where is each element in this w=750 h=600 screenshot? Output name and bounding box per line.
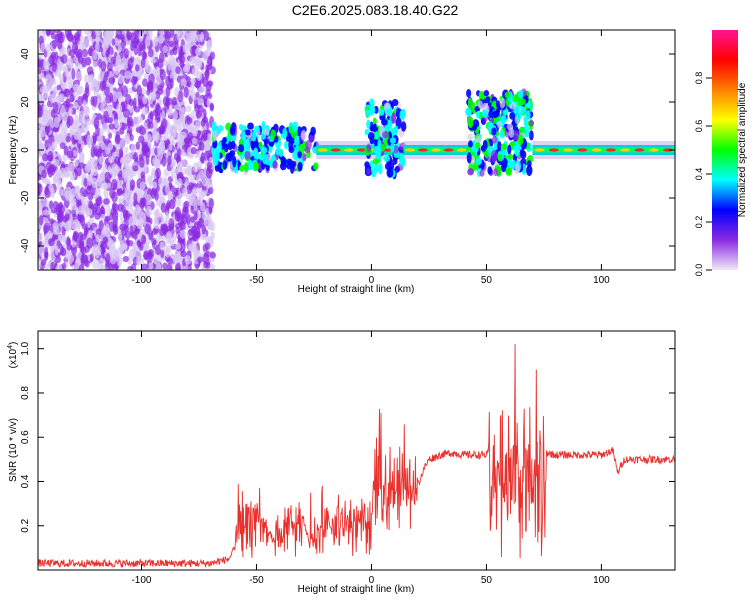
spectrogram-region (465, 88, 535, 177)
chart-title: C2E6.2025.083.18.40.G22 (291, 2, 459, 18)
y-tick-label: 40 (20, 48, 31, 60)
colorbar-tick-label: 0.0 (694, 264, 704, 277)
colorbar-ticks: 0.0 0.2 0.4 0.6 0.8 (694, 72, 712, 277)
x-tick-label: -100 (131, 275, 151, 286)
snr-y-scale-exp: 4 (7, 345, 14, 349)
x-tick-label: 50 (481, 575, 493, 586)
y-tick-label: 1.0 (20, 341, 31, 355)
x-tick-label: 100 (593, 275, 610, 286)
colorbar-tick-label: 0.6 (694, 120, 704, 133)
colorbar-gradient (712, 30, 738, 270)
snr-panel: -100 -50 0 50 100 0.2 0.4 0.6 0.8 1.0 Height of … (7, 330, 676, 595)
x-tick-label: -100 (131, 575, 151, 586)
snr-y-scale: (x104) (7, 342, 19, 369)
spectrogram-region (38, 30, 216, 270)
snr-y-label: SNR (10 * v/v) (8, 418, 19, 482)
svg-text:(x104): (x104) (7, 342, 19, 369)
colorbar-label: Normalized spectral amplitude (737, 82, 748, 217)
spectrogram-regions (38, 30, 675, 270)
colorbar-tick-label: 0.2 (694, 216, 704, 229)
snr-y-ticks: 0.2 0.4 0.6 0.8 1.0 (20, 341, 675, 533)
x-tick-label: -50 (249, 275, 264, 286)
colorbar-tick-label: 0.8 (694, 72, 704, 85)
y-tick-label: 0 (20, 147, 31, 153)
y-tick-label: 0.2 (20, 518, 31, 532)
y-tick-label: 20 (20, 96, 31, 108)
snr-y-scale-prefix: (x10 (8, 348, 19, 368)
y-tick-label: 0.6 (20, 430, 31, 444)
y-tick-label: -40 (20, 238, 31, 253)
snr-x-label: Height of straight line (km) (298, 584, 415, 595)
x-tick-label: 50 (481, 275, 493, 286)
snr-x-ticks: -100 -50 0 50 100 (131, 331, 610, 586)
snr-series-line (38, 344, 675, 568)
x-tick-label: 0 (369, 575, 375, 586)
spectrogram-y-ticks: -40 -20 0 20 40 (20, 48, 675, 253)
spectrogram-region (364, 98, 407, 180)
y-tick-label: 0.8 (20, 386, 31, 400)
spectrogram-panel: -100 -50 0 50 100 -40 -20 0 20 40 Height of stra… (8, 29, 676, 295)
y-tick-label: 0.4 (20, 474, 31, 488)
snr-frame (37, 330, 676, 571)
spectrogram-y-label: Frequency (Hz) (8, 116, 19, 185)
spectrogram-x-label: Height of straight line (km) (298, 284, 415, 295)
snr-y-scale-close: ) (8, 342, 19, 345)
spectrogram-region (532, 141, 675, 159)
spectrogram-region (403, 141, 469, 159)
y-tick-label: -20 (20, 190, 31, 205)
x-tick-label: 0 (369, 275, 375, 286)
snr-series (38, 344, 675, 568)
x-tick-label: -50 (249, 575, 264, 586)
colorbar-tick-label: 0.4 (694, 168, 704, 181)
x-tick-label: 100 (593, 575, 610, 586)
spectrogram-region (211, 120, 320, 176)
spectrogram-x-ticks: -100 -50 0 50 100 (131, 30, 610, 286)
colorbar: 0.0 0.2 0.4 0.6 0.8 Normalized spectral ampl… (694, 30, 748, 276)
